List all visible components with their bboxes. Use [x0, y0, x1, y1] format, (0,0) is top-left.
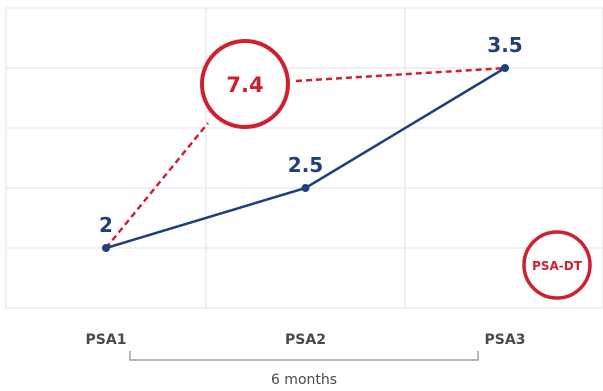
x-tick-label: PSA2 [285, 332, 326, 348]
psa-dt-badge: PSA-DT [522, 230, 592, 300]
badge-text: PSA-DT [532, 259, 583, 273]
interval-bracket-line [129, 351, 479, 361]
x-tick-label: PSA1 [86, 332, 127, 348]
data-point [301, 184, 310, 192]
annotation-dashed-line-left [105, 122, 209, 249]
data-point [501, 64, 509, 72]
psa-dt-annotation: 7.4 [105, 39, 506, 249]
interval-label: 6 months [271, 372, 337, 388]
annotation-value: 7.4 [226, 73, 263, 97]
annotation-circle [200, 39, 290, 129]
x-tick-label: PSA3 [485, 332, 526, 348]
data-label: 2 [99, 213, 113, 237]
annotation-dashed-line-right [295, 66, 506, 83]
psa-series: 2 2.5 3.5 [99, 33, 523, 252]
badge-circle [522, 230, 592, 300]
x-axis: PSA1 PSA2 PSA3 [86, 332, 526, 348]
data-point [102, 244, 110, 252]
data-label: 3.5 [487, 33, 522, 57]
interval-bracket: 6 months [129, 351, 479, 388]
plot-frame [5, 7, 603, 309]
data-label: 2.5 [288, 153, 323, 177]
